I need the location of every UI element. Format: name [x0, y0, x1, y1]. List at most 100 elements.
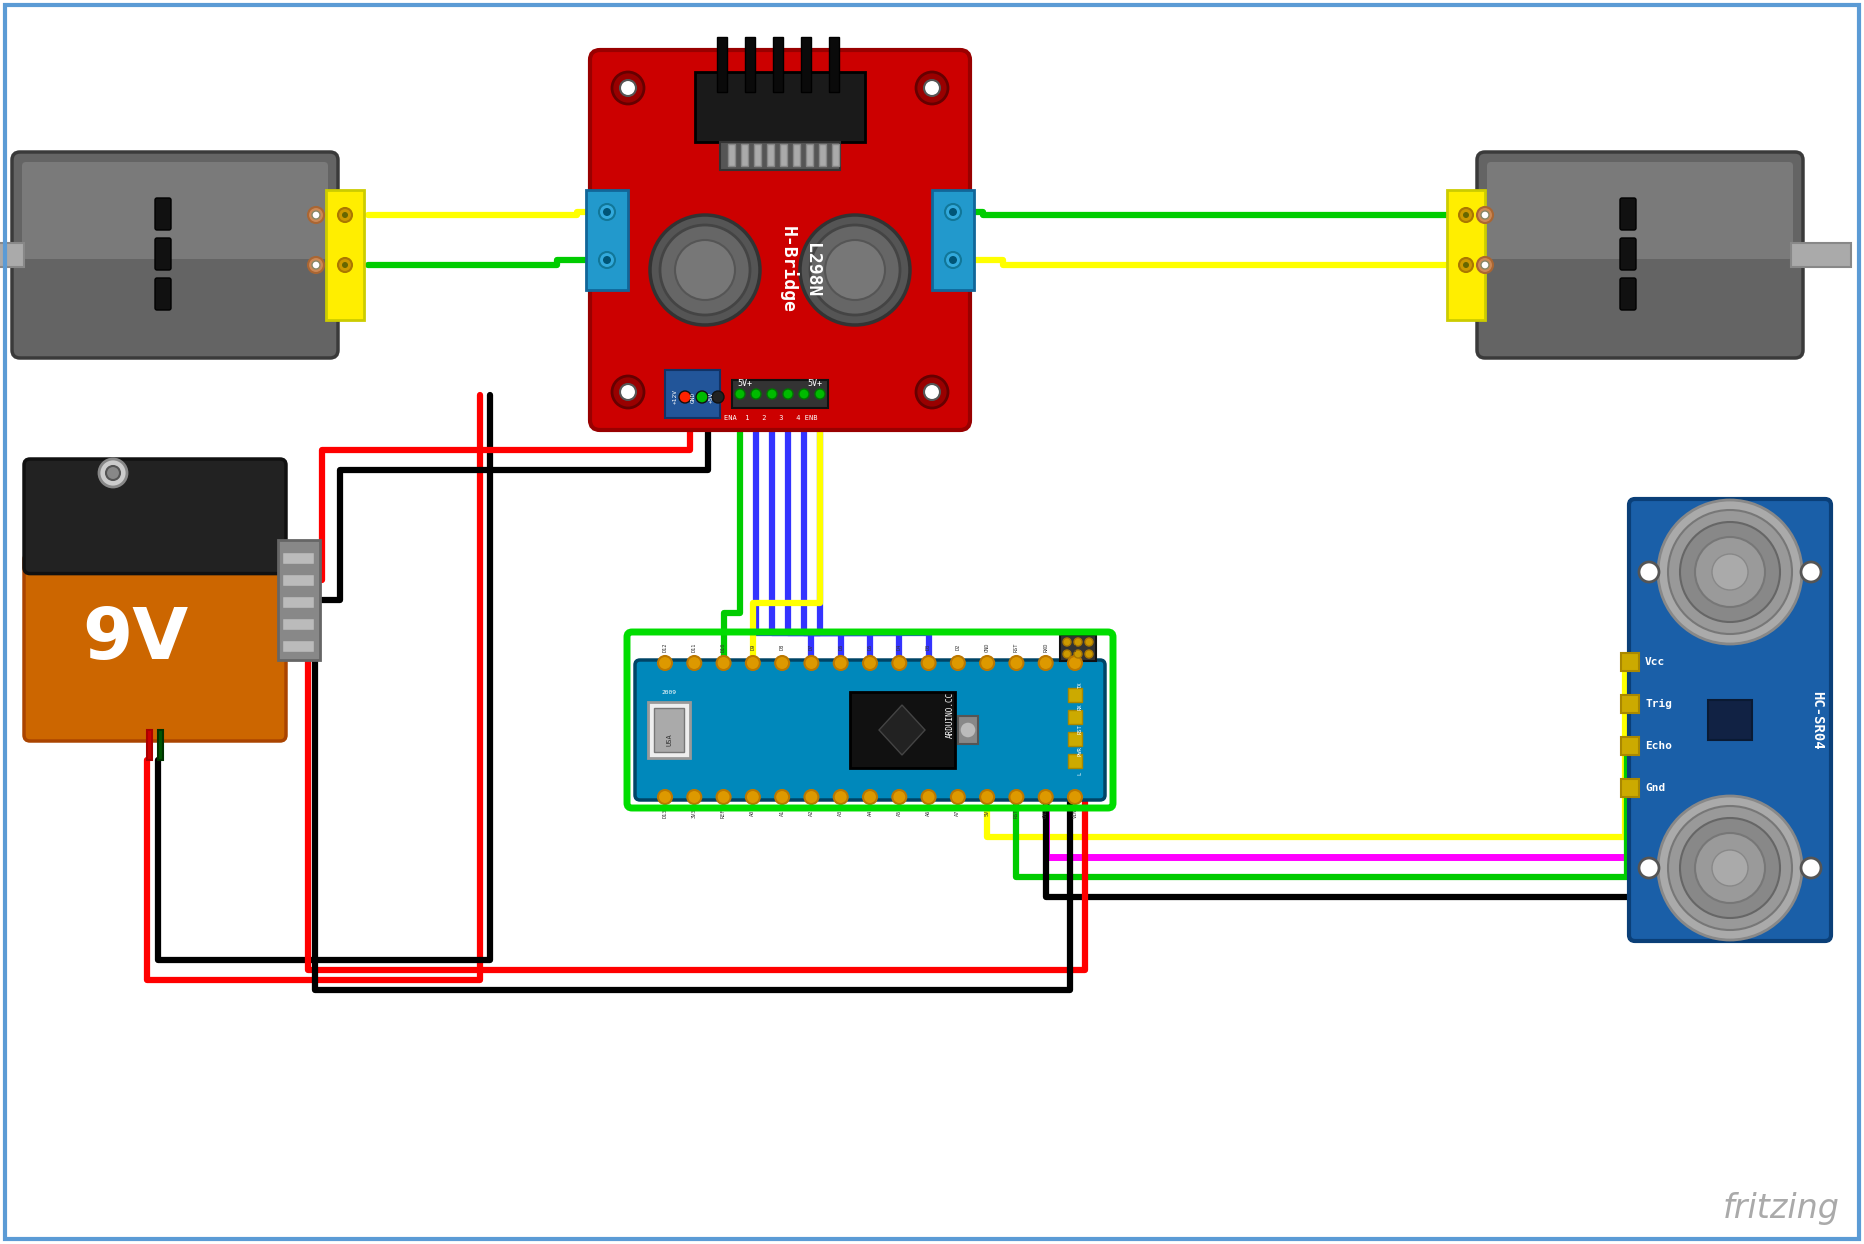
Circle shape	[1668, 510, 1791, 634]
Text: RST: RST	[1014, 809, 1020, 817]
FancyBboxPatch shape	[1476, 152, 1802, 358]
Bar	[720, 142, 841, 170]
FancyBboxPatch shape	[1620, 198, 1637, 230]
Circle shape	[960, 722, 977, 738]
Text: D5: D5	[867, 644, 872, 651]
Circle shape	[833, 656, 848, 671]
Text: 3V3: 3V3	[692, 809, 697, 817]
Circle shape	[1085, 651, 1092, 658]
Circle shape	[751, 389, 761, 399]
Circle shape	[1679, 522, 1780, 622]
Circle shape	[1085, 638, 1092, 646]
Text: USA: USA	[665, 734, 673, 746]
Text: D11: D11	[692, 642, 697, 652]
Bar	[281, 618, 313, 629]
Circle shape	[341, 262, 349, 267]
Circle shape	[1476, 207, 1493, 223]
FancyBboxPatch shape	[24, 459, 285, 573]
Circle shape	[1010, 656, 1023, 671]
Circle shape	[1668, 806, 1791, 931]
Circle shape	[602, 256, 611, 264]
Circle shape	[945, 204, 962, 220]
Polygon shape	[880, 705, 925, 755]
Text: A5: A5	[897, 810, 902, 816]
Bar	[802, 37, 811, 92]
Text: A3: A3	[839, 810, 843, 816]
Bar	[746, 37, 755, 92]
Text: A7: A7	[956, 810, 960, 816]
Circle shape	[1062, 651, 1072, 658]
Bar	[1068, 731, 1081, 746]
FancyBboxPatch shape	[155, 198, 171, 230]
Text: D9: D9	[751, 644, 755, 651]
Text: 9V: 9V	[82, 606, 188, 674]
Circle shape	[602, 208, 611, 216]
Text: +12V: +12V	[673, 389, 677, 404]
Bar	[278, 540, 321, 661]
Circle shape	[1463, 211, 1469, 218]
Circle shape	[598, 204, 615, 220]
Circle shape	[805, 656, 818, 671]
FancyBboxPatch shape	[1487, 162, 1793, 259]
Circle shape	[598, 253, 615, 267]
Text: REF: REF	[721, 809, 727, 817]
Circle shape	[746, 790, 761, 804]
Text: Trig: Trig	[1646, 699, 1672, 709]
FancyBboxPatch shape	[1620, 277, 1637, 310]
Circle shape	[308, 258, 324, 272]
Bar	[326, 190, 363, 320]
Bar	[792, 144, 800, 165]
Circle shape	[99, 459, 127, 486]
Circle shape	[337, 258, 352, 272]
Bar	[585, 190, 628, 290]
Circle shape	[893, 790, 906, 804]
Circle shape	[678, 391, 692, 403]
Bar	[1068, 688, 1081, 702]
Circle shape	[951, 790, 966, 804]
Text: A6: A6	[926, 810, 932, 816]
Bar	[766, 144, 774, 165]
Bar	[1068, 710, 1081, 724]
Circle shape	[863, 790, 876, 804]
Text: RXD: RXD	[1044, 642, 1048, 652]
Circle shape	[337, 208, 352, 221]
Circle shape	[1694, 537, 1765, 607]
Bar	[0, 243, 24, 267]
Circle shape	[815, 389, 826, 399]
Circle shape	[1657, 500, 1802, 644]
Circle shape	[688, 790, 701, 804]
Bar	[932, 190, 975, 290]
Bar	[818, 144, 826, 165]
Text: fritzing: fritzing	[1722, 1192, 1840, 1225]
Bar	[1707, 700, 1752, 740]
Circle shape	[893, 656, 906, 671]
Text: VIN: VIN	[1072, 809, 1077, 817]
Circle shape	[716, 656, 731, 671]
Circle shape	[1460, 208, 1473, 221]
FancyBboxPatch shape	[636, 661, 1105, 800]
Text: 2009: 2009	[662, 690, 677, 695]
Circle shape	[915, 72, 949, 104]
Text: Echo: Echo	[1646, 741, 1672, 751]
FancyBboxPatch shape	[24, 554, 285, 741]
Circle shape	[1801, 562, 1821, 582]
Bar	[281, 552, 313, 564]
Circle shape	[1460, 258, 1473, 272]
Bar	[649, 702, 690, 758]
Circle shape	[658, 790, 673, 804]
Circle shape	[925, 384, 939, 401]
Circle shape	[746, 656, 761, 671]
FancyBboxPatch shape	[22, 162, 328, 259]
Bar	[850, 692, 954, 768]
Bar	[829, 37, 839, 92]
Bar	[695, 72, 865, 142]
Circle shape	[949, 256, 956, 264]
Circle shape	[1074, 651, 1081, 658]
Circle shape	[341, 211, 349, 218]
Bar	[1061, 634, 1096, 661]
Circle shape	[1062, 638, 1072, 646]
Bar	[281, 639, 313, 652]
Bar	[779, 144, 787, 165]
Text: GND: GND	[1044, 809, 1048, 817]
Circle shape	[1068, 790, 1081, 804]
